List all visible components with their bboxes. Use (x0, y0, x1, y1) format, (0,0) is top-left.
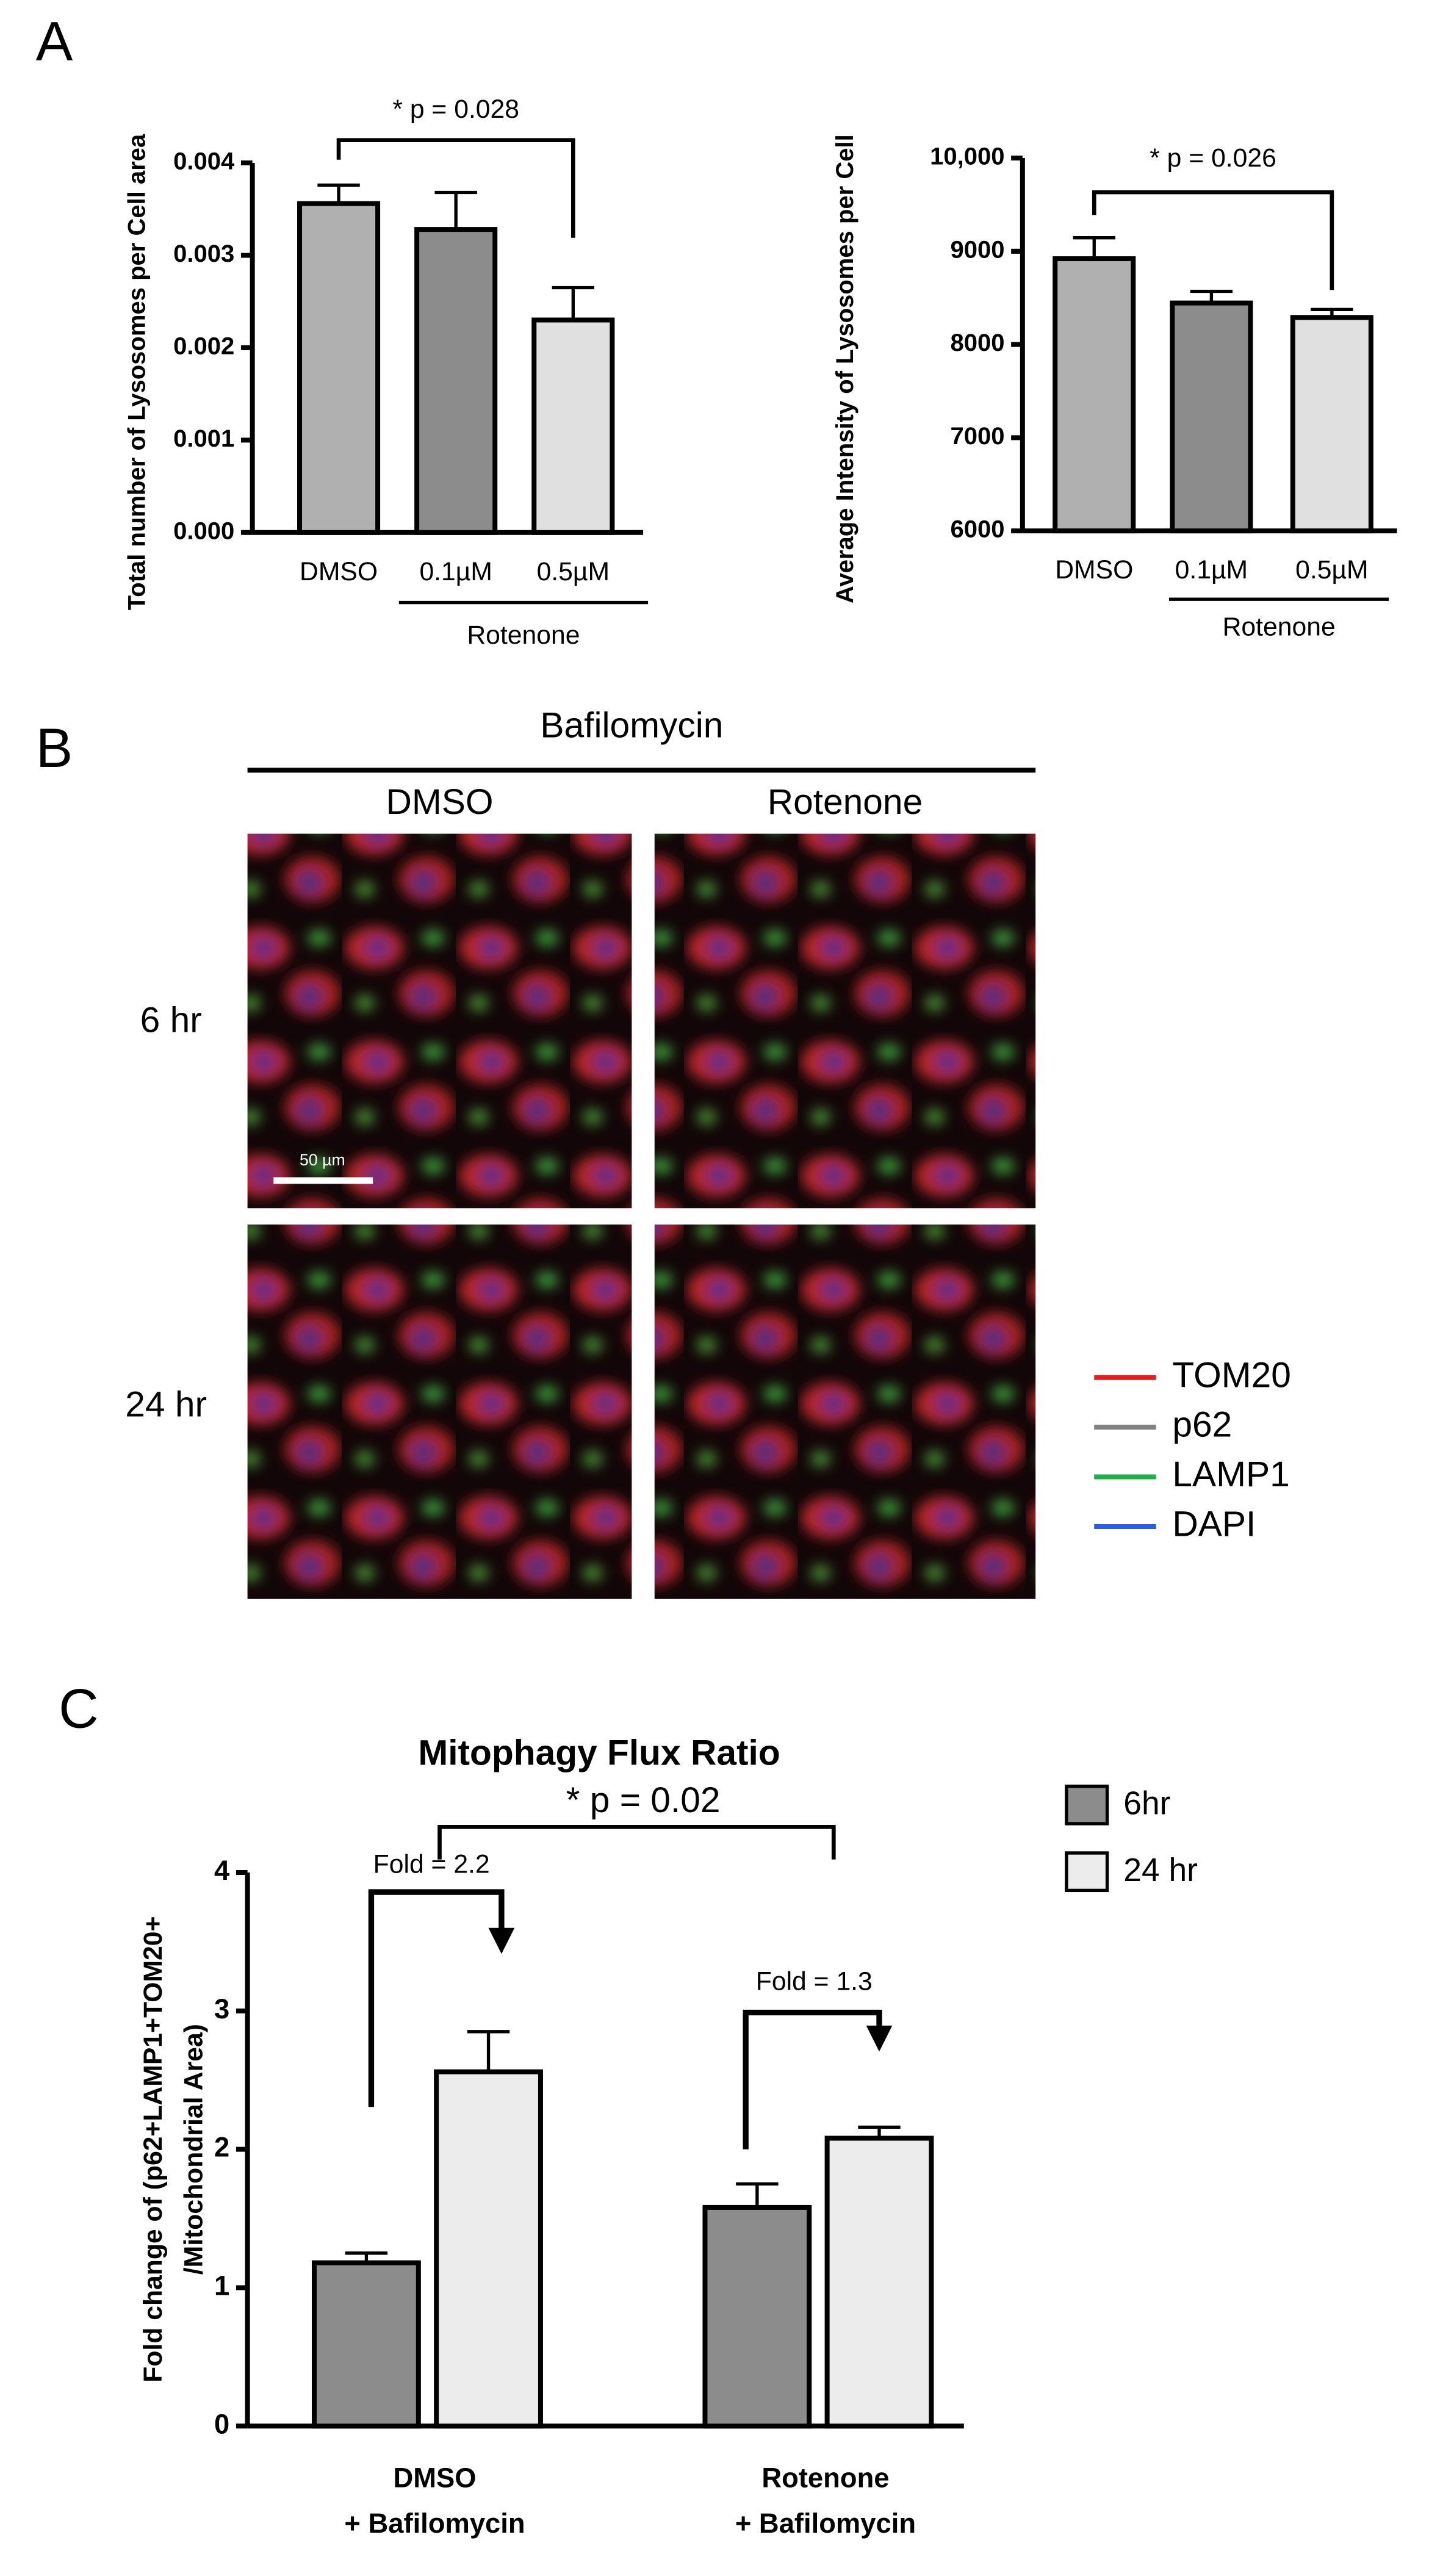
legend: TOM20 p62 LAMP1 DAPI (1094, 1355, 1291, 1544)
row-label: 24 hr (125, 1384, 207, 1424)
bar (414, 227, 498, 535)
legend-swatch (1065, 1784, 1109, 1826)
bar (1290, 315, 1373, 534)
y-tick-label: 1 (214, 2270, 229, 2301)
y-tick-label: 0 (214, 2408, 229, 2439)
bar (531, 317, 615, 535)
y-tick-label: 0.001 (173, 425, 234, 452)
x-tick-label: 0.1µM (1175, 555, 1248, 585)
x-tick-label: 0.5µM (1295, 555, 1368, 585)
y-tick-label: 7000 (950, 423, 1004, 450)
x-tick-label: DMSO (300, 557, 378, 586)
x-tick-label: DMSO (393, 2462, 476, 2493)
fold-label: Fold = 2.2 (373, 1850, 490, 1879)
legend-label: LAMP1 (1172, 1455, 1289, 1494)
panel-label: B (36, 718, 73, 779)
bar (824, 2135, 934, 2429)
bar (312, 2260, 421, 2429)
bar (702, 2204, 812, 2429)
arrowhead (488, 1927, 515, 1954)
fold-bracket (743, 2009, 882, 2150)
bracket (336, 138, 575, 238)
y-axis-label: Average Intensity of Lysosomes per Cell (832, 134, 858, 603)
fold-bracket (368, 1889, 505, 2107)
bar (297, 201, 381, 535)
legend-label: TOM20 (1172, 1355, 1291, 1395)
group-label: Rotenone (467, 621, 580, 650)
micrograph (654, 1224, 1036, 1599)
micrograph (247, 833, 632, 1209)
y-tick-label: 0.003 (173, 240, 234, 267)
chart-title: Mitophagy Flux Ratio (418, 1733, 780, 1772)
fold-label: Fold = 1.3 (756, 1967, 873, 1996)
y-tick-label: 0.004 (173, 148, 235, 175)
legend-label: 24 hr (1123, 1852, 1198, 1888)
group-label: Rotenone (1223, 613, 1336, 642)
legend-label: DAPI (1172, 1504, 1256, 1544)
bar (1053, 256, 1136, 534)
y-axis-label: Fold change of (p62+LAMP1+TOM20+ (139, 1916, 168, 2383)
annotation: * p = 0.028 (392, 95, 519, 124)
x-tick-label: Rotenone (761, 2462, 889, 2493)
y-tick-label: 2 (214, 2132, 229, 2163)
annotation: * p = 0.026 (1150, 143, 1276, 173)
x-tick-label: 0.5µM (537, 557, 610, 586)
y-tick-label: 6000 (950, 516, 1004, 543)
y-tick-label: 0.000 (173, 517, 234, 544)
bracket (1092, 190, 1334, 290)
y-axis-label: Total number of Lysosomes per Cell area (123, 134, 150, 610)
x-tick-label: + Bafilomycin (344, 2508, 525, 2539)
y-axis-label: /Mitochondrial Area) (179, 2024, 209, 2275)
y-tick-label: 10,000 (930, 143, 1004, 170)
x-tick-label: + Bafilomycin (735, 2508, 916, 2539)
row-label: 6 hr (140, 1001, 202, 1040)
annotation: * p = 0.02 (566, 1780, 721, 1820)
scale-bar-label: 50 µm (300, 1151, 345, 1169)
panel-label: A (36, 11, 73, 73)
bracket (437, 1824, 836, 1860)
bar (434, 2069, 543, 2429)
column-label: Rotenone (768, 782, 923, 822)
micrograph (247, 1224, 632, 1599)
arrowhead (866, 2025, 893, 2052)
y-tick-label: 9000 (950, 236, 1004, 263)
x-tick-label: DMSO (1055, 555, 1133, 585)
column-label: DMSO (386, 782, 493, 822)
x-tick-label: 0.1µM (419, 557, 492, 586)
y-tick-label: 3 (214, 1993, 229, 2024)
legend-swatch (1065, 1851, 1109, 1893)
y-tick-label: 0.002 (173, 333, 234, 360)
micrograph (654, 833, 1036, 1209)
y-tick-label: 8000 (950, 329, 1004, 356)
y-tick-label: 4 (214, 1855, 229, 1886)
header: Bafilomycin (540, 706, 723, 746)
legend-label: p62 (1172, 1405, 1232, 1445)
panel-label: C (59, 1678, 99, 1740)
bar (1170, 300, 1253, 534)
legend-label: 6hr (1123, 1786, 1170, 1822)
